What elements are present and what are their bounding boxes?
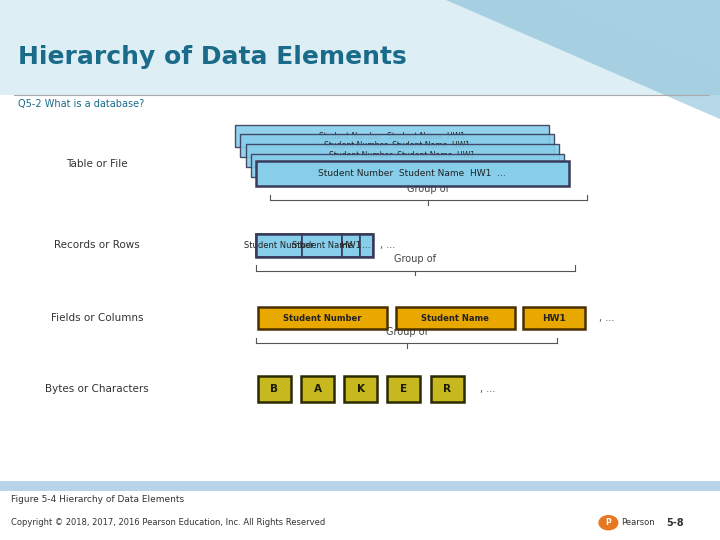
Text: , ...: , ... <box>380 240 395 250</box>
FancyBboxPatch shape <box>246 144 559 167</box>
Polygon shape <box>547 0 720 70</box>
Polygon shape <box>446 0 720 119</box>
Text: HW1: HW1 <box>341 241 361 249</box>
Text: , ...: , ... <box>480 384 495 394</box>
Text: Student Number  Student Name  HW1: Student Number Student Name HW1 <box>329 151 475 160</box>
Text: Student Number: Student Number <box>283 314 362 322</box>
FancyBboxPatch shape <box>258 307 387 329</box>
Text: E: E <box>400 384 408 394</box>
Text: Fields or Columns: Fields or Columns <box>51 313 143 323</box>
FancyBboxPatch shape <box>302 234 342 256</box>
Text: R: R <box>443 384 451 394</box>
Text: Student Number: Student Number <box>244 241 314 249</box>
Text: Group of: Group of <box>408 184 449 194</box>
Text: Figure 5-4 Hierarchy of Data Elements: Figure 5-4 Hierarchy of Data Elements <box>11 495 184 504</box>
FancyBboxPatch shape <box>301 376 334 402</box>
FancyBboxPatch shape <box>387 376 420 402</box>
FancyBboxPatch shape <box>256 161 569 186</box>
Text: Student Name: Student Name <box>292 241 352 249</box>
FancyBboxPatch shape <box>256 234 302 256</box>
FancyBboxPatch shape <box>251 154 564 177</box>
Text: K: K <box>356 384 365 394</box>
FancyBboxPatch shape <box>396 307 515 329</box>
Text: Student Number  Student Name  HW1: Student Number Student Name HW1 <box>324 141 470 150</box>
Text: 5-8: 5-8 <box>666 518 683 528</box>
FancyBboxPatch shape <box>258 376 291 402</box>
Text: Student Name: Student Name <box>421 314 490 322</box>
Text: P: P <box>606 518 611 527</box>
FancyBboxPatch shape <box>240 134 554 157</box>
Text: Group of: Group of <box>386 327 428 337</box>
Text: HW1: HW1 <box>542 314 566 322</box>
Text: Q5-2 What is a database?: Q5-2 What is a database? <box>18 99 144 109</box>
Text: ...: ... <box>362 241 371 249</box>
FancyBboxPatch shape <box>344 376 377 402</box>
Text: Pearson: Pearson <box>621 518 654 527</box>
Text: A: A <box>313 384 322 394</box>
Circle shape <box>599 516 618 530</box>
FancyBboxPatch shape <box>0 0 720 94</box>
FancyBboxPatch shape <box>0 481 720 491</box>
Text: Student Number  Student Name  HW1: Student Number Student Name HW1 <box>334 161 480 170</box>
Text: Table or File: Table or File <box>66 159 128 169</box>
FancyBboxPatch shape <box>523 307 585 329</box>
Text: Group of: Group of <box>395 254 436 264</box>
FancyBboxPatch shape <box>360 234 373 256</box>
Text: , ...: , ... <box>599 313 614 323</box>
Text: B: B <box>270 384 279 394</box>
FancyBboxPatch shape <box>235 125 549 147</box>
Text: Hierarchy of Data Elements: Hierarchy of Data Elements <box>18 45 407 69</box>
Text: Copyright © 2018, 2017, 2016 Pearson Education, Inc. All Rights Reserved: Copyright © 2018, 2017, 2016 Pearson Edu… <box>11 518 325 527</box>
Text: Bytes or Characters: Bytes or Characters <box>45 384 149 394</box>
FancyBboxPatch shape <box>342 234 360 256</box>
Text: Student Number  Student Name  HW1: Student Number Student Name HW1 <box>319 132 465 140</box>
Text: Student Number  Student Name  HW1  ...: Student Number Student Name HW1 ... <box>318 170 506 178</box>
Text: Records or Rows: Records or Rows <box>54 240 140 250</box>
FancyBboxPatch shape <box>431 376 464 402</box>
